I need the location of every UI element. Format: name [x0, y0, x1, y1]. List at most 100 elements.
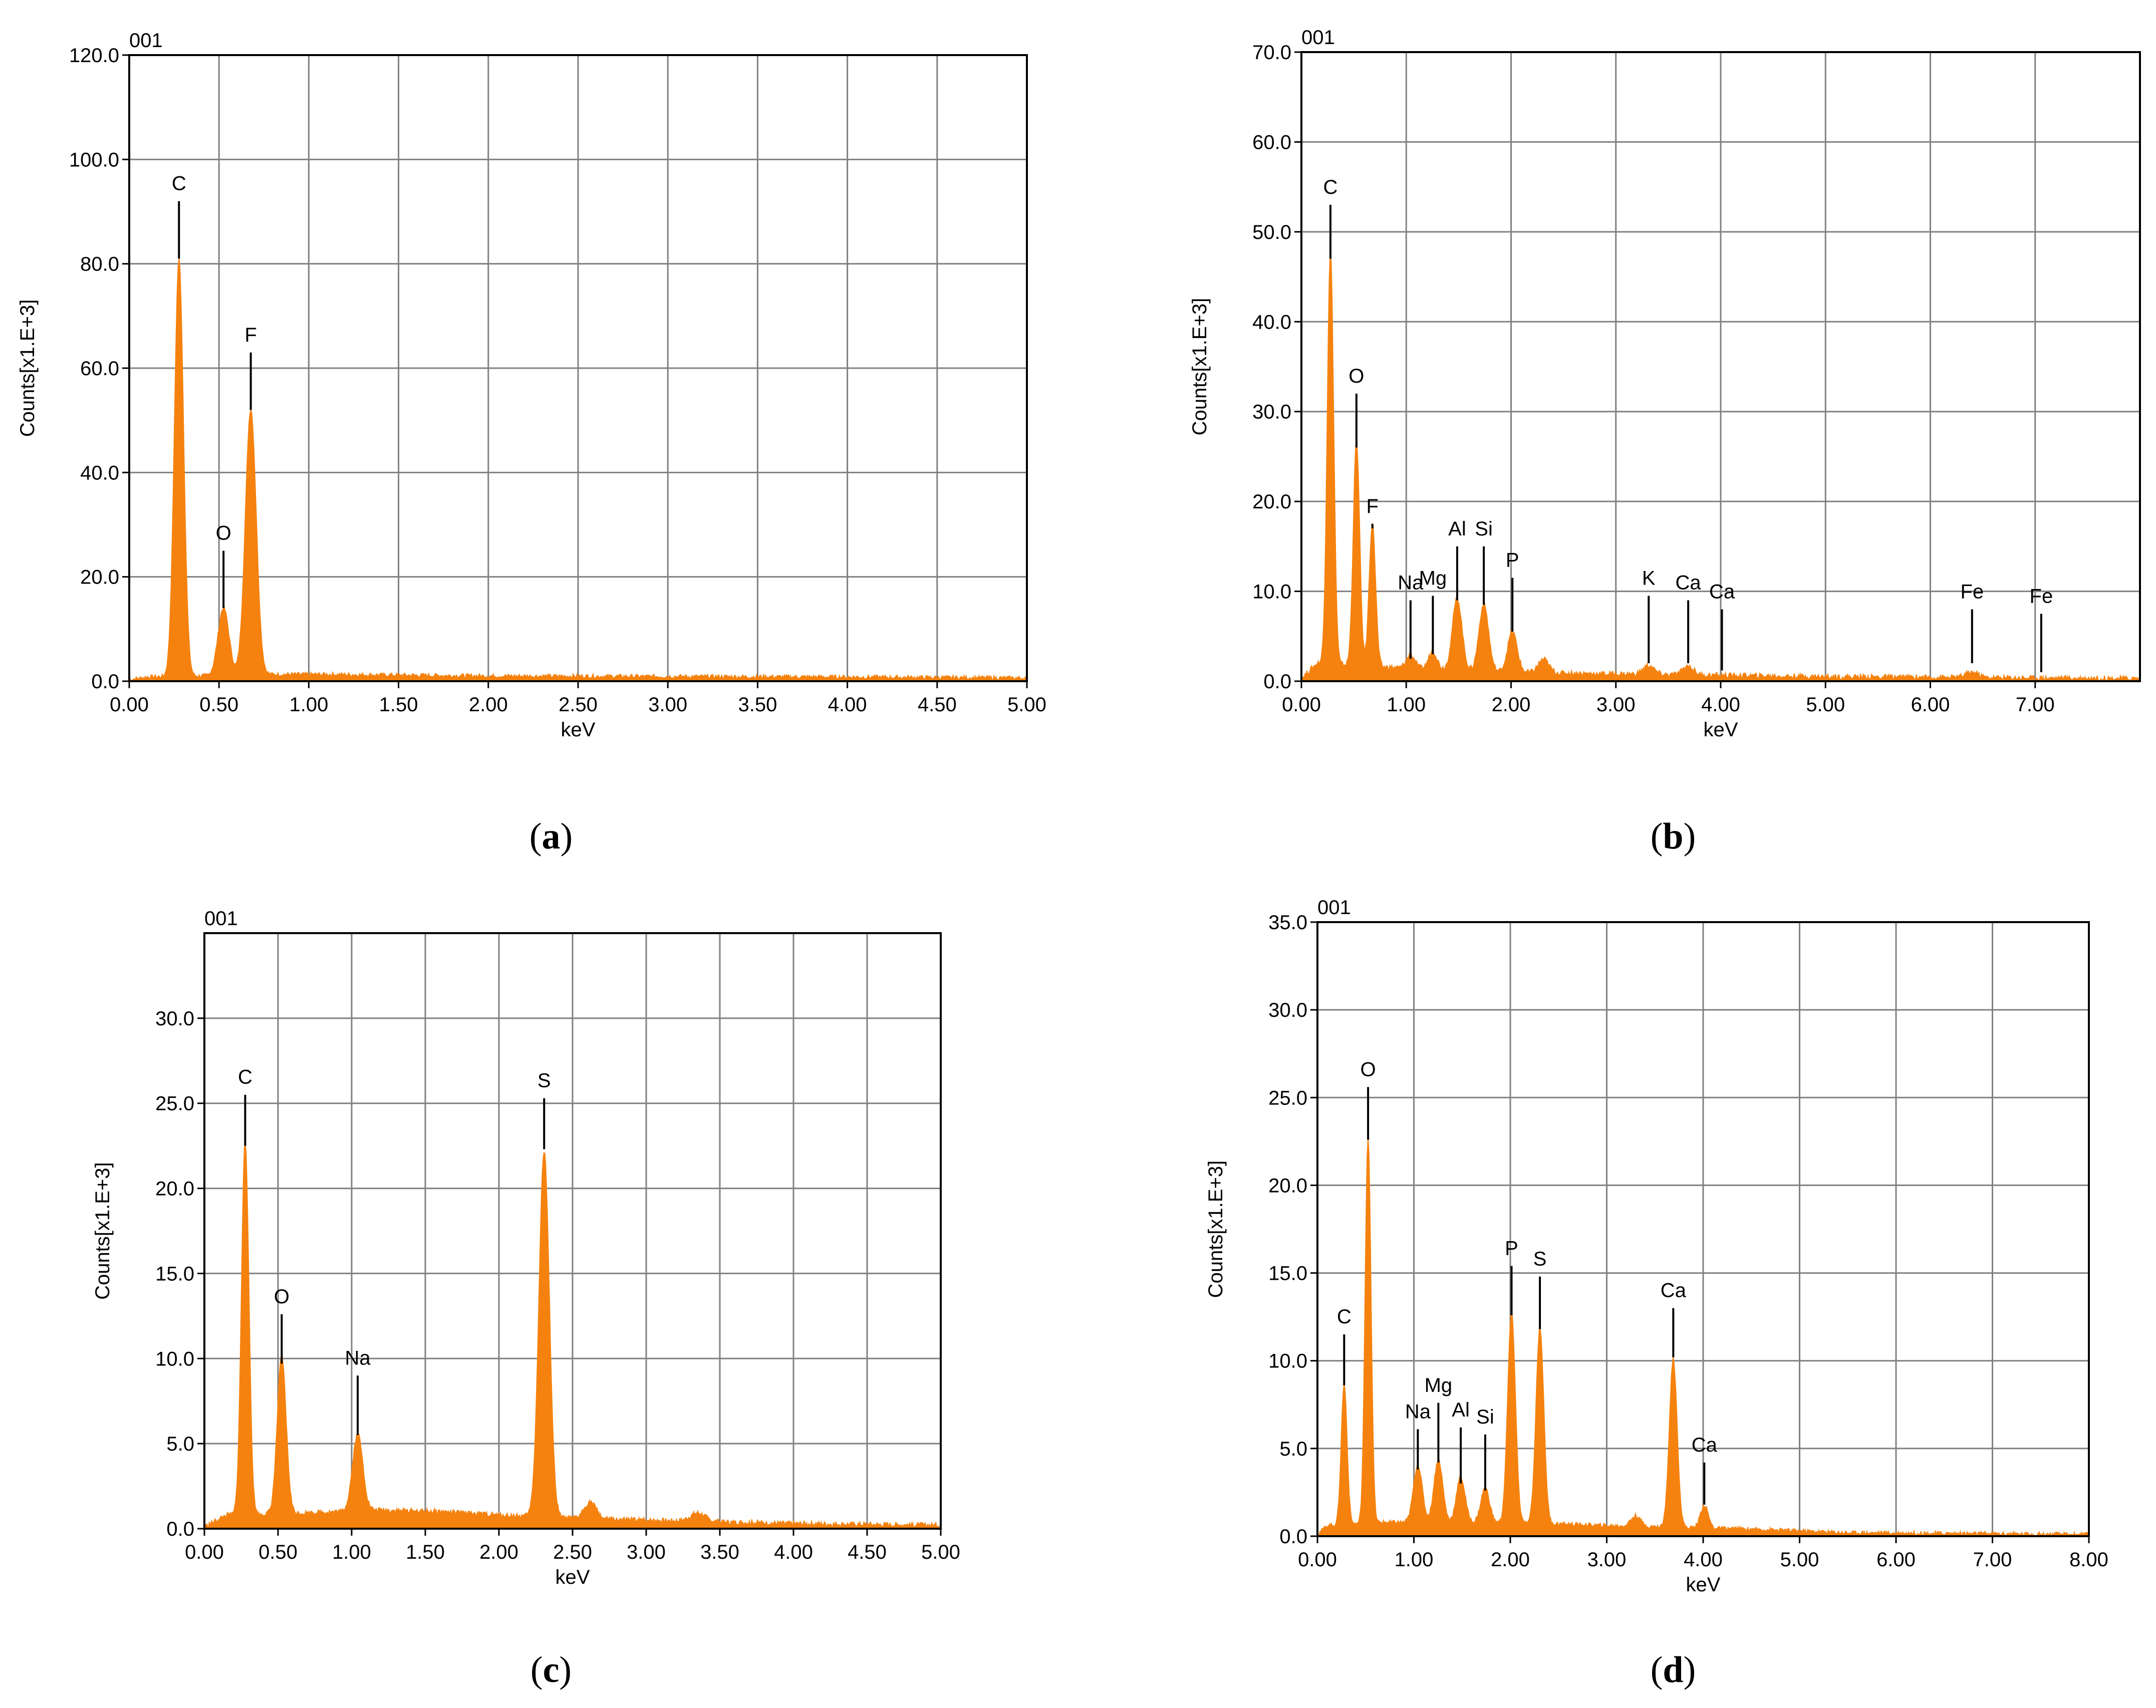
spectrum-id-label: 001 [1301, 27, 1335, 49]
x-tick-label: 2.00 [1492, 694, 1531, 716]
x-tick-label: 5.00 [1806, 694, 1845, 716]
peak-marker-label: Fe [1960, 581, 1984, 603]
x-tick-label: 6.00 [1876, 1549, 1916, 1571]
x-tick-label: 7.00 [1973, 1549, 2012, 1571]
y-tick-label: 25.0 [1268, 1087, 1307, 1109]
y-tick-label: 15.0 [1268, 1263, 1307, 1285]
y-tick-label: 20.0 [1252, 491, 1291, 513]
y-tick-label: 0.0 [166, 1518, 194, 1540]
y-tick-label: 20.0 [80, 566, 119, 589]
y-tick-label: 40.0 [1252, 311, 1291, 333]
x-axis-label: keV [1686, 1574, 1721, 1596]
x-tick-label: 3.50 [700, 1541, 739, 1563]
spectrum-area [1301, 249, 2140, 683]
x-tick-label: 0.00 [110, 694, 149, 716]
x-tick-label: 1.50 [379, 694, 418, 716]
peak-marker-label: P [1505, 1238, 1518, 1260]
peak-marker-label: Ca [1709, 581, 1735, 603]
x-tick-label: 4.00 [1684, 1549, 1723, 1571]
panel-caption-a: (a) [529, 816, 573, 857]
x-tick-label: 2.00 [469, 694, 508, 716]
x-tick-label: 3.00 [627, 1541, 666, 1563]
peak-marker-label: Si [1475, 518, 1493, 540]
y-tick-label: 0.0 [1263, 671, 1291, 693]
peak-marker-label: Na [1405, 1400, 1431, 1422]
x-tick-label: 2.50 [553, 1541, 592, 1563]
y-tick-label: 0.0 [91, 671, 119, 693]
peak-marker-label: Mg [1425, 1374, 1453, 1396]
peak-marker-label: Fe [2030, 585, 2053, 607]
peak-marker-label: Na [345, 1347, 371, 1369]
panel-caption-d: (d) [1650, 1649, 1696, 1690]
x-tick-label: 7.00 [2016, 694, 2055, 716]
peak-marker-label: O [1349, 365, 1364, 387]
y-tick-label: 30.0 [1252, 401, 1291, 423]
y-tick-label: 10.0 [1268, 1350, 1307, 1372]
x-tick-label: 1.50 [406, 1541, 445, 1563]
x-tick-label: 5.00 [1007, 694, 1046, 716]
peak-marker-label: Ca [1676, 572, 1702, 594]
x-tick-label: 3.00 [1587, 1549, 1627, 1571]
peak-marker-label: P [1506, 549, 1519, 572]
x-tick-label: 1.00 [332, 1541, 371, 1563]
peak-marker-label: O [216, 522, 231, 544]
x-tick-label: 0.00 [1282, 694, 1321, 716]
y-tick-label: 5.0 [166, 1433, 194, 1455]
x-axis-label: keV [1704, 719, 1738, 741]
peak-marker-label: C [1323, 176, 1338, 198]
y-tick-label: 50.0 [1252, 221, 1291, 243]
spectrum-panel-d: 0.00 1.00 2.00 3.00 4.00 5.00 6.00 7.00 8.00 0.0 5… [1205, 897, 2108, 1596]
x-tick-label: 4.00 [774, 1541, 813, 1563]
peak-marker-label: C [1337, 1306, 1352, 1328]
x-tick-label: 1.00 [1387, 694, 1426, 716]
x-tick-label: 3.00 [1596, 694, 1636, 716]
peak-marker-label: C [238, 1066, 252, 1088]
x-tick-label: 4.50 [848, 1541, 887, 1563]
x-tick-label: 5.00 [1780, 1549, 1819, 1571]
y-tick-label: 80.0 [80, 253, 119, 275]
x-tick-label: 4.00 [1701, 694, 1740, 716]
peak-marker-label: Si [1476, 1406, 1494, 1428]
peak-marker-label: Al [1448, 518, 1466, 540]
y-tick-label: 60.0 [80, 358, 119, 380]
y-tick-label: 25.0 [155, 1093, 194, 1115]
peak-marker-label: C [172, 173, 186, 195]
x-tick-label: 3.50 [738, 694, 777, 716]
y-tick-label: 20.0 [1268, 1175, 1307, 1197]
x-tick-label: 3.00 [648, 694, 687, 716]
x-tick-label: 1.00 [1395, 1549, 1434, 1571]
spectrum-area [204, 1142, 941, 1530]
y-tick-label: 40.0 [80, 462, 119, 484]
peak-marker-label: K [1642, 567, 1656, 590]
x-tick-label: 2.00 [1491, 1549, 1530, 1571]
x-axis-label: keV [561, 719, 596, 741]
peak-marker-label: Ca [1661, 1280, 1687, 1302]
y-tick-label: 30.0 [1268, 999, 1307, 1021]
spectrum-id-label: 001 [204, 908, 238, 930]
x-tick-label: 4.50 [918, 694, 957, 716]
y-tick-label: 60.0 [1252, 131, 1291, 153]
y-axis-label: Counts[x1.E+3] [1189, 298, 1211, 436]
peak-marker-label: O [274, 1286, 290, 1308]
y-axis-label: Counts[x1.E+3] [17, 300, 39, 437]
y-tick-label: 15.0 [155, 1263, 194, 1285]
x-tick-label: 0.00 [1298, 1549, 1337, 1571]
peak-marker-label: Mg [1419, 567, 1447, 590]
peak-marker-label: Ca [1692, 1434, 1718, 1456]
x-axis-label: keV [556, 1566, 590, 1588]
x-tick-label: 1.00 [289, 694, 328, 716]
x-tick-label: 2.00 [479, 1541, 518, 1563]
x-tick-label: 8.00 [2069, 1549, 2108, 1571]
y-tick-label: 120.0 [69, 45, 119, 67]
y-tick-label: 70.0 [1252, 42, 1291, 64]
y-tick-label: 20.0 [155, 1178, 194, 1200]
peak-marker-label: S [537, 1070, 551, 1092]
peak-marker-label: Al [1452, 1399, 1470, 1421]
peak-marker-label: Na [1398, 572, 1424, 594]
y-tick-label: 100.0 [69, 149, 119, 171]
spectrum-panel-b: 0.00 1.00 2.00 3.00 4.00 5.00 6.00 7.00 0.0 10.0 2… [1189, 27, 2141, 741]
spectrum-area [129, 258, 1027, 682]
peak-marker-label: O [1361, 1058, 1376, 1080]
